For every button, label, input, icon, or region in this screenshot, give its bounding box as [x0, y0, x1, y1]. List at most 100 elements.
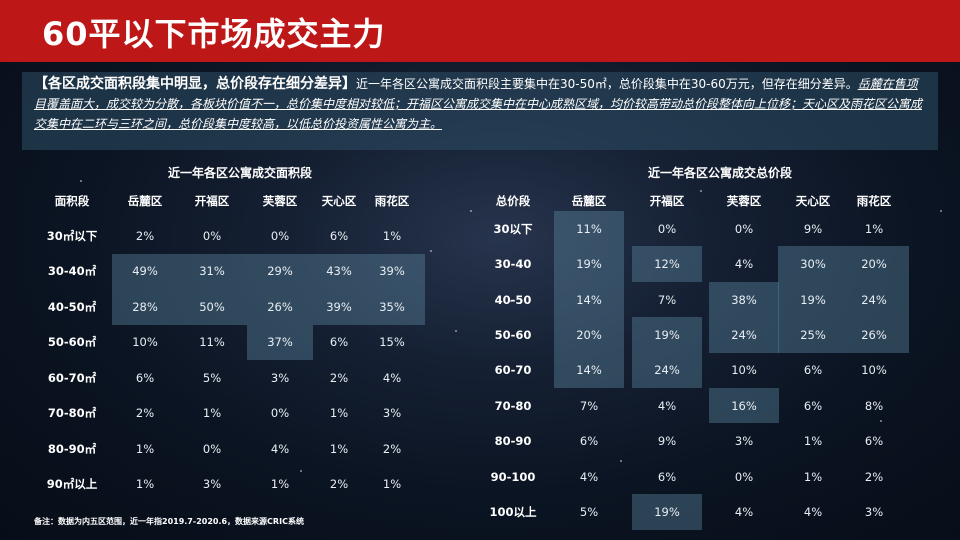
summary-paragraph: 【各区成交面积段集中明显，总价段存在细分差异】近一年各区公寓成交面积段主要集中在…	[34, 74, 926, 134]
area-row-label: 70-80㎡	[47, 406, 97, 421]
area-value-cell: 3%	[382, 406, 402, 421]
price-value-cell: 1%	[864, 221, 884, 236]
price-value-cell: 14%	[576, 292, 602, 307]
price-value-cell: 0%	[657, 221, 677, 236]
price-highlight-block	[554, 211, 624, 388]
price-highlight-block	[632, 494, 702, 530]
area-table-title: 近一年各区公寓成交面积段	[167, 166, 312, 180]
title-bar	[0, 0, 960, 62]
price-highlight-block	[709, 281, 779, 353]
price-value-cell: 1%	[803, 469, 823, 484]
price-value-cell: 9%	[803, 221, 823, 236]
price-value-cell: 9%	[657, 434, 677, 449]
price-value-cell: 6%	[803, 363, 823, 378]
price-value-cell: 12%	[654, 257, 680, 272]
price-value-cell: 0%	[734, 221, 754, 236]
area-value-cell: 6%	[135, 370, 155, 385]
area-row-label: 30-40㎡	[47, 264, 97, 279]
price-header-cell: 岳麓区	[571, 194, 607, 208]
area-value-cell: 4%	[270, 441, 290, 456]
price-header-cell: 雨花区	[856, 194, 892, 208]
summary-text: 近一年各区公寓成交面积段主要集中在30-50㎡，总价段集中在30-60万元，但存…	[356, 77, 858, 91]
price-value-cell: 24%	[731, 327, 757, 342]
area-value-cell: 50%	[199, 299, 225, 314]
price-value-cell: 7%	[657, 292, 677, 307]
area-value-cell: 39%	[326, 299, 352, 314]
summary-emphasis: 岳麓在售项目覆盖面大，成交较为分散，各板块价值不一，总价集中度相对较低；开福区公…	[34, 77, 923, 131]
area-row-label: 30㎡以下	[46, 228, 98, 243]
area-value-cell: 11%	[199, 335, 225, 350]
price-row-label: 40-50	[494, 292, 532, 307]
price-value-cell: 6%	[657, 469, 677, 484]
area-header-cell: 面积段	[54, 194, 90, 208]
area-row-label: 60-70㎡	[47, 370, 97, 385]
price-highlight-block	[709, 388, 779, 424]
area-value-cell: 1%	[202, 406, 222, 421]
footnote: 备注：数据为内五区范围，近一年指2019.7-2020.6，数据来源CRIC系统	[34, 517, 304, 526]
area-value-cell: 0%	[270, 406, 290, 421]
area-value-cell: 3%	[202, 477, 222, 492]
area-row-label: 50-60㎡	[47, 335, 97, 350]
page-title: 60平以下市场成交主力	[42, 15, 386, 53]
price-value-cell: 30%	[800, 257, 826, 272]
price-highlight-block	[632, 246, 702, 282]
summary-box	[22, 72, 938, 150]
area-value-cell: 1%	[135, 477, 155, 492]
area-value-cell: 29%	[267, 264, 293, 279]
area-header-cell: 开福区	[194, 194, 230, 208]
area-value-cell: 39%	[379, 264, 405, 279]
area-value-cell: 0%	[202, 228, 222, 243]
area-value-cell: 6%	[329, 228, 349, 243]
area-row-label: 90㎡以上	[46, 477, 98, 492]
price-value-cell: 19%	[654, 327, 680, 342]
price-value-cell: 19%	[800, 292, 826, 307]
price-value-cell: 24%	[654, 363, 680, 378]
price-value-cell: 4%	[734, 504, 754, 519]
price-row-label: 70-80	[494, 398, 532, 413]
area-value-cell: 1%	[382, 477, 402, 492]
price-value-cell: 38%	[731, 292, 757, 307]
price-value-cell: 26%	[861, 327, 887, 342]
price-value-cell: 6%	[579, 434, 599, 449]
price-row-label: 80-90	[494, 434, 532, 449]
area-value-cell: 49%	[132, 264, 158, 279]
area-value-cell: 26%	[267, 299, 293, 314]
price-value-cell: 10%	[731, 363, 757, 378]
area-row-label: 40-50㎡	[47, 299, 97, 314]
price-row-label: 30-40	[494, 257, 532, 272]
area-value-cell: 37%	[267, 335, 293, 350]
area-highlight-block	[112, 253, 425, 325]
price-value-cell: 0%	[734, 469, 754, 484]
area-header-cell: 芙蓉区	[262, 194, 298, 208]
area-value-cell: 5%	[202, 370, 222, 385]
price-value-cell: 10%	[861, 363, 887, 378]
price-value-cell: 19%	[576, 257, 602, 272]
price-highlight-block	[632, 317, 702, 388]
price-row-label: 100以上	[489, 504, 537, 519]
price-value-cell: 1%	[803, 434, 823, 449]
area-header-cell: 天心区	[321, 194, 357, 208]
area-value-cell: 3%	[270, 370, 290, 385]
price-value-cell: 11%	[576, 221, 602, 236]
area-value-cell: 43%	[326, 264, 352, 279]
area-value-cell: 35%	[379, 299, 405, 314]
area-value-cell: 1%	[270, 477, 290, 492]
area-header-cell: 岳麓区	[127, 194, 163, 208]
price-value-cell: 14%	[576, 363, 602, 378]
price-value-cell: 2%	[864, 469, 884, 484]
area-value-cell: 28%	[132, 299, 158, 314]
price-row-label: 50-60	[494, 327, 532, 342]
price-value-cell: 25%	[800, 327, 826, 342]
area-value-cell: 2%	[329, 370, 349, 385]
price-value-cell: 19%	[654, 504, 680, 519]
area-value-cell: 6%	[329, 335, 349, 350]
price-header-cell: 开福区	[649, 194, 685, 208]
price-value-cell: 20%	[861, 257, 887, 272]
price-value-cell: 3%	[734, 434, 754, 449]
area-value-cell: 0%	[202, 441, 222, 456]
area-value-cell: 1%	[329, 406, 349, 421]
price-row-label: 90-100	[490, 469, 536, 484]
price-row-label: 60-70	[494, 363, 532, 378]
price-value-cell: 6%	[864, 434, 884, 449]
price-value-cell: 4%	[734, 257, 754, 272]
